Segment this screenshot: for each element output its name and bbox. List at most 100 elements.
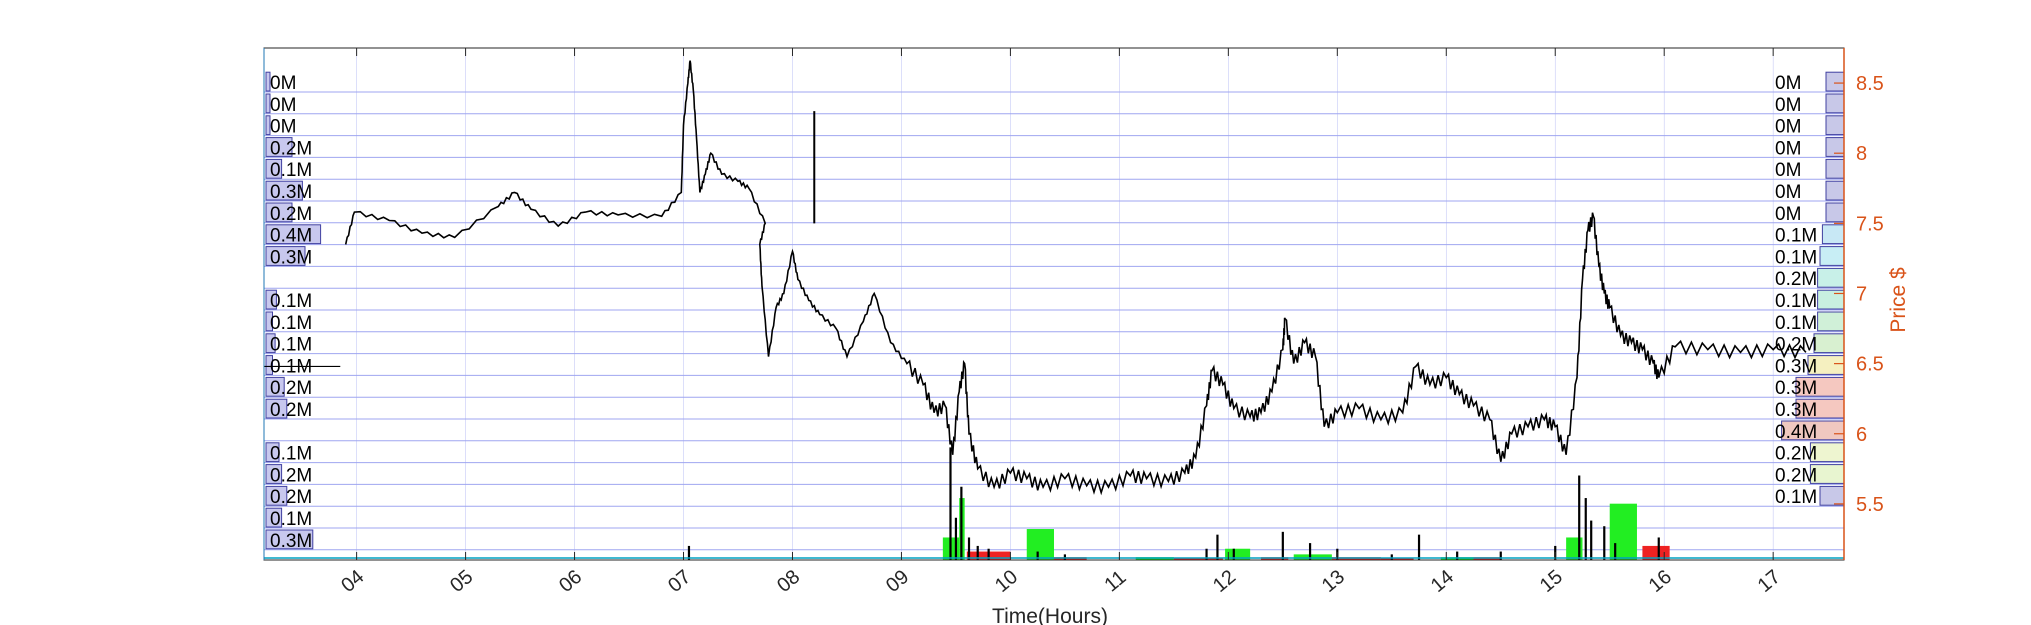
left-profile-label: 0M bbox=[270, 95, 296, 116]
right-profile-label: 0M bbox=[1775, 204, 1801, 225]
left-profile-bar bbox=[265, 246, 306, 266]
volume-bar-up bbox=[1026, 529, 1054, 560]
right-profile-bar bbox=[1817, 311, 1845, 332]
left-profile-bar bbox=[265, 376, 285, 397]
left-profile-label: 0.1M bbox=[270, 313, 312, 334]
x-axis-label: Time(Hours) bbox=[992, 605, 1108, 625]
y-tick-label: 8.5 bbox=[1856, 73, 1884, 95]
right-profile-label: 0M bbox=[1775, 73, 1801, 94]
x-tick-label: 10 bbox=[991, 566, 1022, 597]
left-profile-label: 0M bbox=[270, 117, 296, 138]
left-profile-bar bbox=[265, 507, 283, 528]
right-profile-label: 0.1M bbox=[1775, 247, 1817, 268]
volume-bar-up bbox=[1609, 503, 1637, 560]
right-profile-label: 0M bbox=[1775, 95, 1801, 116]
left-profile-label: 0.3M bbox=[270, 531, 312, 552]
left-profile-label: 0.4M bbox=[270, 226, 312, 247]
right-profile-label: 0M bbox=[1775, 160, 1801, 181]
y-tick-label: 7.5 bbox=[1856, 213, 1884, 235]
x-tick-label: 07 bbox=[664, 566, 695, 597]
left-profile-label: 0M bbox=[270, 73, 296, 94]
left-profile-label: 0.3M bbox=[270, 247, 312, 268]
left-profile-label: 0.3M bbox=[270, 182, 312, 203]
left-volume-profile: 0M0M0M0.2M0.1M0.3M0.2M0.4M0.3M0.1M0.1M0.… bbox=[265, 71, 322, 552]
left-profile-bar bbox=[265, 224, 322, 245]
volume-bar-up bbox=[1225, 548, 1251, 560]
left-profile-bar bbox=[265, 442, 280, 463]
left-profile-label: 0.1M bbox=[270, 509, 312, 530]
right-volume-profile: 0M0M0M0M0M0M0M0.1M0.1M0.2M0.1M0.1M0.2M0.… bbox=[1775, 71, 1845, 508]
left-profile-bar bbox=[265, 464, 283, 484]
x-tick-label: 11 bbox=[1100, 566, 1130, 596]
right-profile-label: 0.2M bbox=[1775, 444, 1817, 465]
left-profile-bar bbox=[265, 529, 314, 550]
left-profile-bar bbox=[265, 398, 288, 419]
left-profile-bar bbox=[265, 485, 288, 506]
right-profile-bar bbox=[1825, 158, 1845, 179]
right-profile-label: 0.3M bbox=[1775, 356, 1817, 377]
left-profile-label: 0.1M bbox=[270, 444, 312, 465]
right-profile-label: 0.4M bbox=[1775, 422, 1817, 443]
left-profile-label: 0.2M bbox=[270, 138, 312, 159]
left-profile-label: 0.2M bbox=[270, 487, 312, 508]
volume-bar-down bbox=[1173, 558, 1223, 560]
left-profile-bar bbox=[265, 333, 276, 354]
x-tick-label: 09 bbox=[882, 566, 913, 597]
right-profile-label: 0.1M bbox=[1775, 291, 1817, 312]
x-tick-label: 05 bbox=[446, 566, 477, 597]
left-profile-bar bbox=[265, 71, 271, 92]
y-tick-label: 5.5 bbox=[1856, 494, 1884, 516]
right-profile-bar bbox=[1819, 485, 1845, 506]
right-profile-label: 0.3M bbox=[1775, 378, 1817, 399]
left-profile-bar bbox=[265, 137, 293, 157]
price-series bbox=[264, 60, 1807, 496]
right-profile-bar bbox=[1825, 71, 1845, 92]
y-tick-label: 6 bbox=[1856, 424, 1867, 446]
right-profile-label: 0.3M bbox=[1775, 400, 1817, 421]
x-tick-label: 14 bbox=[1427, 566, 1458, 597]
x-tick-label: 15 bbox=[1536, 566, 1567, 597]
right-profile-label: 0M bbox=[1775, 138, 1801, 159]
price-line bbox=[344, 60, 1807, 496]
left-profile-label: 0.1M bbox=[270, 291, 312, 312]
left-profile-bar bbox=[265, 158, 283, 179]
y-tick-label: 7 bbox=[1856, 283, 1867, 305]
right-profile-bar bbox=[1821, 224, 1845, 245]
right-profile-label: 0.2M bbox=[1775, 269, 1817, 290]
x-tick-label: 06 bbox=[555, 566, 586, 597]
right-profile-label: 0.1M bbox=[1775, 226, 1817, 247]
left-profile-label: 0.2M bbox=[270, 378, 312, 399]
left-profile-label: 0.2M bbox=[270, 400, 312, 421]
x-tick-label: 17 bbox=[1754, 566, 1785, 597]
volume-bar-up bbox=[1293, 554, 1332, 560]
volume-bar-down bbox=[1380, 558, 1414, 560]
y-tick-label: 8 bbox=[1856, 143, 1867, 165]
left-profile-label: 0.1M bbox=[270, 335, 312, 356]
right-y-axis-label: Price $ bbox=[1887, 267, 1910, 333]
x-tick-label: 12 bbox=[1209, 566, 1240, 597]
x-tick-label: 04 bbox=[337, 566, 368, 597]
right-profile-bar bbox=[1825, 93, 1845, 114]
volume-bars bbox=[264, 447, 1844, 560]
right-profile-bar bbox=[1819, 246, 1845, 266]
right-profile-bar bbox=[1817, 267, 1845, 288]
left-profile-bar bbox=[265, 311, 273, 332]
x-tick-label: 16 bbox=[1645, 566, 1676, 597]
right-profile-label: 0.1M bbox=[1775, 487, 1817, 508]
right-profile-label: 0.1M bbox=[1775, 313, 1817, 334]
right-profile-bar bbox=[1825, 180, 1845, 201]
left-profile-bar bbox=[265, 93, 271, 114]
left-profile-label: 0.2M bbox=[270, 465, 312, 486]
left-profile-bar bbox=[265, 180, 303, 201]
left-profile-label: 0.1M bbox=[270, 160, 312, 181]
right-profile-label: 0M bbox=[1775, 117, 1801, 138]
right-profile-label: 0.2M bbox=[1775, 335, 1817, 356]
right-profile-bar bbox=[1825, 115, 1845, 136]
right-profile-bar bbox=[1813, 333, 1845, 354]
right-profile-bar bbox=[1825, 202, 1845, 223]
x-tick-label: 08 bbox=[773, 566, 804, 597]
y-tick-label: 6.5 bbox=[1856, 354, 1884, 376]
left-profile-bar bbox=[265, 289, 277, 310]
left-profile-bar bbox=[265, 355, 273, 375]
